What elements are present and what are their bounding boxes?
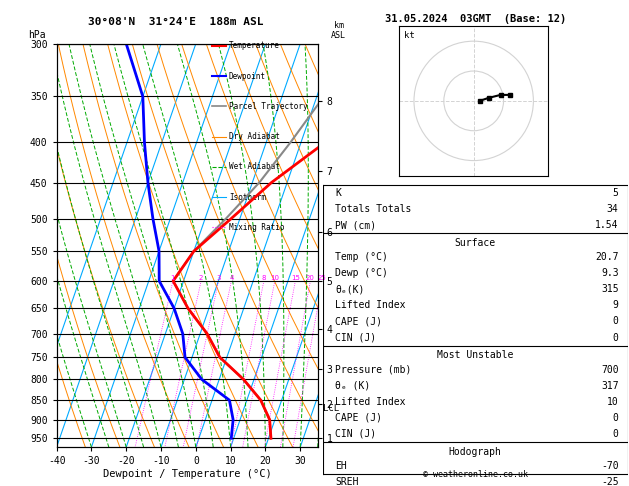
Text: 317: 317 xyxy=(601,381,618,391)
Text: Mixing Ratio: Mixing Ratio xyxy=(229,223,284,232)
Text: 1.54: 1.54 xyxy=(595,220,618,230)
Text: -70: -70 xyxy=(601,461,618,471)
Text: LCL: LCL xyxy=(323,404,339,414)
Text: Pressure (mb): Pressure (mb) xyxy=(335,364,411,375)
Text: 8: 8 xyxy=(262,275,266,281)
Text: 9: 9 xyxy=(613,300,618,311)
Text: 20.7: 20.7 xyxy=(595,252,618,262)
Text: 700: 700 xyxy=(601,364,618,375)
Text: Lifted Index: Lifted Index xyxy=(335,397,405,407)
Text: 2: 2 xyxy=(199,275,203,281)
Text: 0: 0 xyxy=(613,429,618,439)
Text: CAPE (J): CAPE (J) xyxy=(335,316,382,327)
Text: EH: EH xyxy=(335,461,347,471)
Text: 0: 0 xyxy=(613,413,618,423)
Text: 34: 34 xyxy=(607,204,618,214)
Text: Isotherm: Isotherm xyxy=(229,192,266,202)
Text: Wet Adiabat: Wet Adiabat xyxy=(229,162,280,171)
Text: 0: 0 xyxy=(613,316,618,327)
Text: 15: 15 xyxy=(291,275,300,281)
Text: 315: 315 xyxy=(601,284,618,295)
Text: SREH: SREH xyxy=(335,477,359,486)
Text: Dry Adiabat: Dry Adiabat xyxy=(229,132,280,141)
Text: Dewpoint: Dewpoint xyxy=(229,71,266,81)
Text: 4: 4 xyxy=(229,275,233,281)
Text: PW (cm): PW (cm) xyxy=(335,220,376,230)
Text: 10: 10 xyxy=(270,275,279,281)
Text: -25: -25 xyxy=(601,477,618,486)
Text: CAPE (J): CAPE (J) xyxy=(335,413,382,423)
Text: 31.05.2024  03GMT  (Base: 12): 31.05.2024 03GMT (Base: 12) xyxy=(384,15,566,24)
Text: Surface: Surface xyxy=(455,238,496,248)
Text: km
ASL: km ASL xyxy=(331,21,346,40)
Text: 1: 1 xyxy=(170,275,175,281)
Text: hPa: hPa xyxy=(28,30,45,40)
Text: Parcel Trajectory: Parcel Trajectory xyxy=(229,102,308,111)
Text: 9.3: 9.3 xyxy=(601,268,618,278)
Text: Temperature: Temperature xyxy=(229,41,280,50)
Text: 30°08'N  31°24'E  188m ASL: 30°08'N 31°24'E 188m ASL xyxy=(88,17,264,27)
Text: © weatheronline.co.uk: © weatheronline.co.uk xyxy=(423,470,528,479)
Text: Totals Totals: Totals Totals xyxy=(335,204,411,214)
Text: 25: 25 xyxy=(318,275,326,281)
Text: Dewp (°C): Dewp (°C) xyxy=(335,268,387,278)
Text: CIN (J): CIN (J) xyxy=(335,429,376,439)
Text: θₑ(K): θₑ(K) xyxy=(335,284,364,295)
Text: θₑ (K): θₑ (K) xyxy=(335,381,370,391)
Text: Hodograph: Hodograph xyxy=(448,447,502,456)
Text: K: K xyxy=(335,188,341,198)
Text: 20: 20 xyxy=(306,275,315,281)
Text: Most Unstable: Most Unstable xyxy=(437,350,513,360)
Text: CIN (J): CIN (J) xyxy=(335,332,376,343)
Text: 5: 5 xyxy=(613,188,618,198)
X-axis label: Dewpoint / Temperature (°C): Dewpoint / Temperature (°C) xyxy=(103,469,272,479)
Text: 0: 0 xyxy=(613,332,618,343)
Text: 10: 10 xyxy=(607,397,618,407)
Text: kt: kt xyxy=(404,31,415,40)
Text: Temp (°C): Temp (°C) xyxy=(335,252,387,262)
Text: 3: 3 xyxy=(216,275,221,281)
Text: Lifted Index: Lifted Index xyxy=(335,300,405,311)
